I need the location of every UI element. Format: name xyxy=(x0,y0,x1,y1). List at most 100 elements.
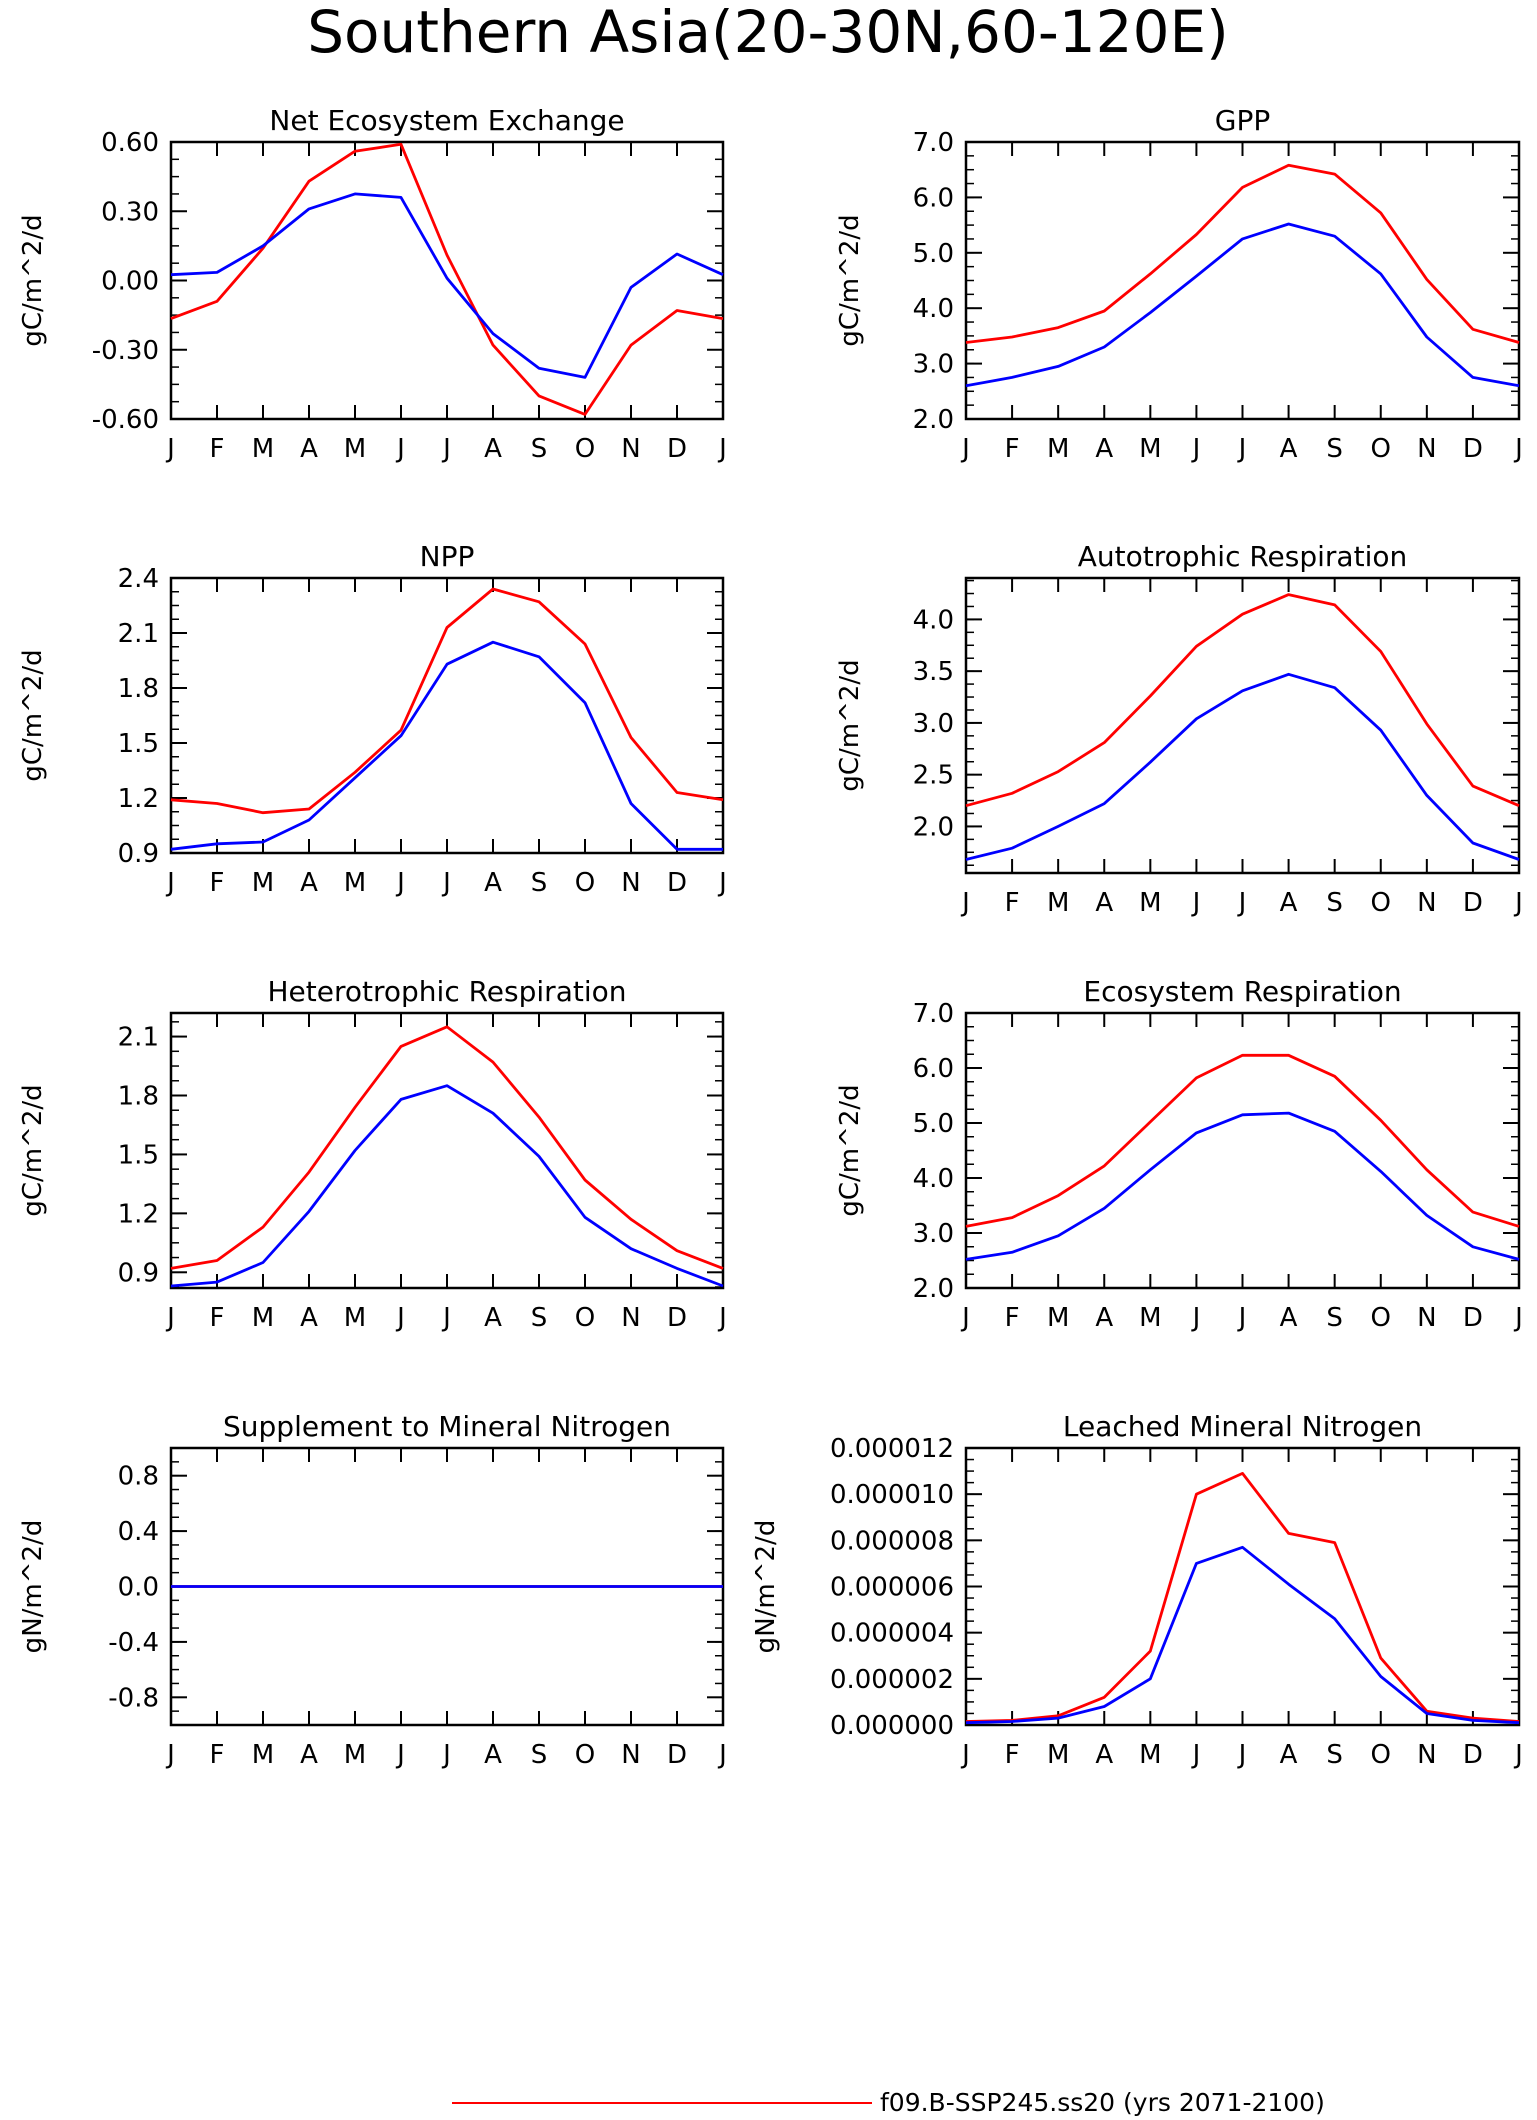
legend: f09.B-SSP245.ss20 (yrs 2071-2100) xyxy=(452,2088,1325,2117)
x-tick-label: F xyxy=(210,434,225,464)
x-tick-label: S xyxy=(531,1740,548,1770)
x-tick-label: N xyxy=(1417,1740,1436,1770)
x-tick-label: S xyxy=(531,434,548,464)
y-axis-label: gC/m^2/d xyxy=(18,1084,48,1216)
y-tick-label: -0.4 xyxy=(108,1628,159,1658)
x-tick-label: J xyxy=(1513,1303,1523,1333)
series-line-1 xyxy=(965,1053,1520,1228)
x-tick-label: J xyxy=(165,434,175,464)
x-tick-label: M xyxy=(1047,434,1069,464)
y-tick-label: 6.0 xyxy=(913,183,954,213)
y-tick-label: 4.0 xyxy=(913,1164,954,1194)
x-tick-label: F xyxy=(1005,434,1020,464)
x-tick-label: F xyxy=(210,868,225,898)
x-tick-label: M xyxy=(1139,1740,1161,1770)
y-tick-label: 0.00 xyxy=(101,267,159,297)
x-tick-label: J xyxy=(1191,1740,1201,1770)
x-tick-label: O xyxy=(575,868,595,898)
x-tick-label: N xyxy=(621,1303,640,1333)
series-line-1 xyxy=(965,163,1520,344)
y-axis-label: gC/m^2/d xyxy=(18,214,48,346)
y-tick-label: 0.9 xyxy=(118,839,159,869)
y-tick-label: 1.8 xyxy=(118,1082,159,1112)
x-tick-label: S xyxy=(1326,434,1343,464)
page-title: Southern Asia(20-30N,60-120E) xyxy=(307,0,1229,66)
y-tick-label: -0.8 xyxy=(108,1683,159,1713)
y-tick-label: 0.9 xyxy=(118,1258,159,1288)
y-tick-label: 1.5 xyxy=(118,1140,159,1170)
x-tick-label: A xyxy=(300,434,318,464)
x-tick-label: J xyxy=(395,1740,405,1770)
y-axis-label: gC/m^2/d xyxy=(835,659,865,791)
x-tick-label: F xyxy=(1005,1303,1020,1333)
chart-panel-7: Supplement to Mineral Nitrogen gN/m^2/d J F… xyxy=(18,1410,727,1770)
x-tick-label: A xyxy=(1280,888,1298,918)
panel-title: Leached Mineral Nitrogen xyxy=(1063,1410,1422,1443)
y-tick-label: 3.0 xyxy=(913,350,954,380)
x-tick-label: J xyxy=(165,1303,175,1333)
x-tick-label: O xyxy=(1371,888,1391,918)
plot-frame xyxy=(964,140,1521,421)
y-tick-label: 3.0 xyxy=(913,709,954,739)
x-tick-label: A xyxy=(484,1303,502,1333)
panel-title: NPP xyxy=(420,540,475,573)
y-axis-label: gC/m^2/d xyxy=(18,649,48,781)
x-tick-label: O xyxy=(1371,1303,1391,1333)
x-tick-label: J xyxy=(1237,888,1247,918)
y-tick-label: 4.0 xyxy=(913,605,954,635)
x-tick-label: J xyxy=(165,868,175,898)
x-tick-label: M xyxy=(252,1740,274,1770)
x-tick-label: D xyxy=(1463,434,1483,464)
y-tick-label: 0.000010 xyxy=(830,1480,954,1510)
x-tick-label: O xyxy=(575,434,595,464)
x-tick-label: O xyxy=(1371,1740,1391,1770)
x-tick-label: J xyxy=(165,1740,175,1770)
x-tick-label: S xyxy=(1326,888,1343,918)
x-axis-ticks xyxy=(965,578,1520,873)
x-tick-label: M xyxy=(252,434,274,464)
series-line-2 xyxy=(170,640,723,851)
y-tick-label: 0.8 xyxy=(118,1462,159,1492)
x-tick-label: M xyxy=(344,1740,366,1770)
x-axis-ticks xyxy=(965,1013,1520,1288)
x-tick-label: J xyxy=(960,1303,970,1333)
x-tick-label: O xyxy=(575,1303,595,1333)
x-tick-label: J xyxy=(441,434,451,464)
y-tick-label: 1.2 xyxy=(118,1199,159,1229)
series-line-1 xyxy=(170,1025,724,1270)
x-tick-label: D xyxy=(1463,888,1483,918)
series-line-2 xyxy=(965,672,1520,861)
y-tick-label: 5.0 xyxy=(913,239,954,269)
y-tick-label: 4.0 xyxy=(913,294,954,324)
y-tick-label: 0.000012 xyxy=(830,1434,954,1464)
x-tick-label: O xyxy=(1371,434,1391,464)
y-axis-label: gC/m^2/d xyxy=(835,214,865,346)
x-tick-label: A xyxy=(484,868,502,898)
panel-title: Supplement to Mineral Nitrogen xyxy=(223,1410,671,1443)
x-tick-label: A xyxy=(300,1303,318,1333)
y-tick-label: 5.0 xyxy=(913,1109,954,1139)
x-tick-label: M xyxy=(344,1303,366,1333)
x-axis-ticks xyxy=(170,1448,724,1725)
x-tick-label: O xyxy=(575,1740,595,1770)
x-tick-label: M xyxy=(1047,1740,1069,1770)
plot-frame xyxy=(964,1446,1521,1727)
x-tick-label: N xyxy=(621,868,640,898)
x-tick-label: M xyxy=(1139,888,1161,918)
x-tick-label: F xyxy=(210,1740,225,1770)
x-tick-label: M xyxy=(252,868,274,898)
x-tick-label: N xyxy=(1417,434,1436,464)
y-tick-label: -0.30 xyxy=(92,336,159,366)
y-tick-label: 0.000004 xyxy=(830,1619,954,1649)
y-axis-label: gC/m^2/d xyxy=(835,1084,865,1216)
x-tick-label: F xyxy=(1005,888,1020,918)
x-tick-label: J xyxy=(1237,1740,1247,1770)
x-tick-label: S xyxy=(531,868,548,898)
y-tick-label: 0.0 xyxy=(118,1573,159,1603)
x-tick-label: J xyxy=(1191,888,1201,918)
